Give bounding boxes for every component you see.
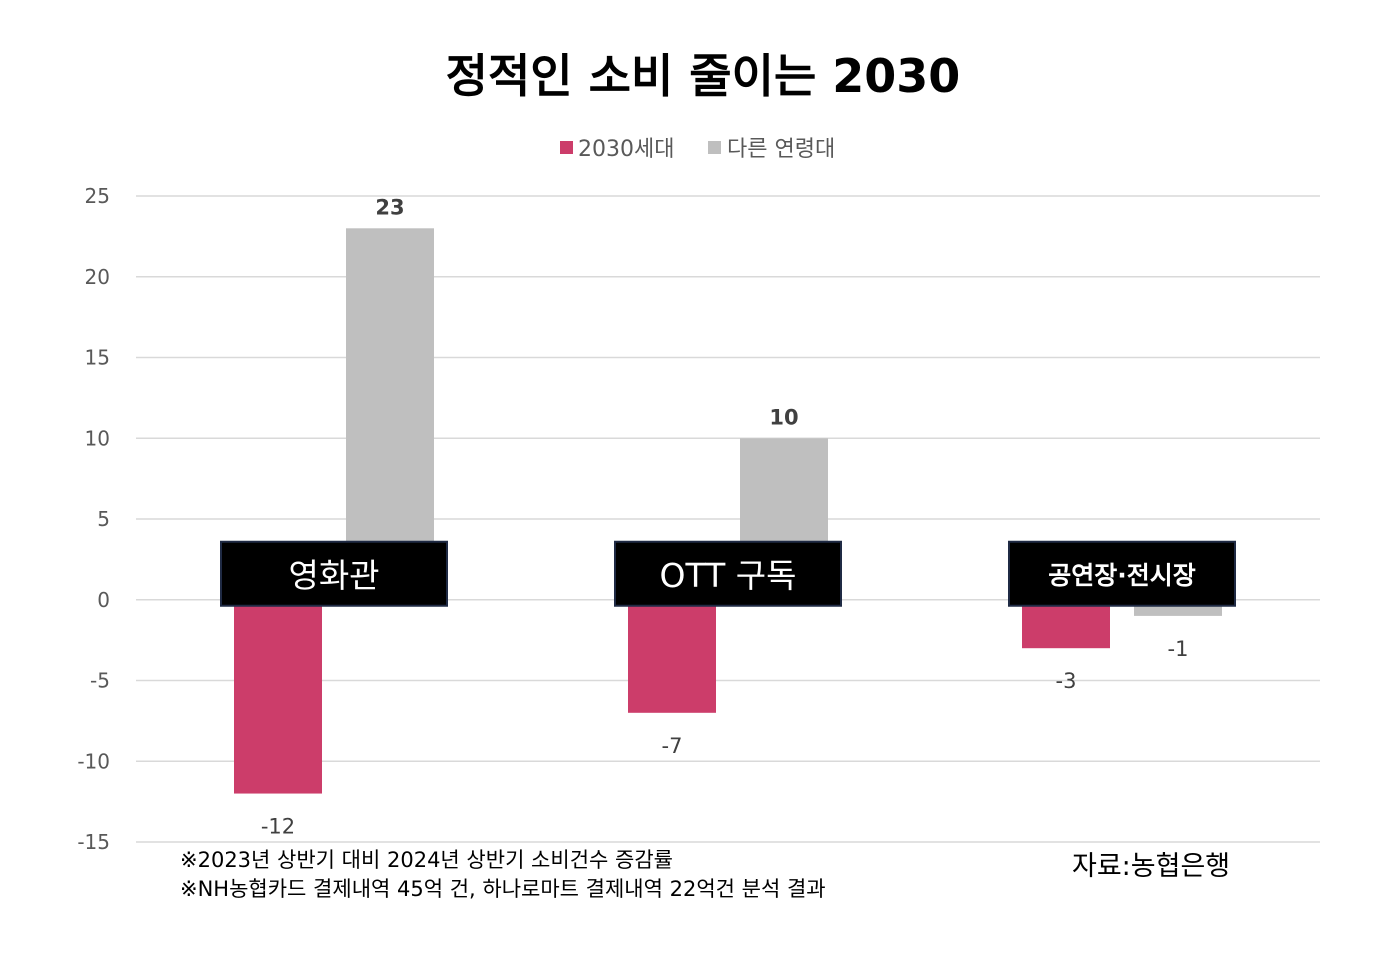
legend-swatch [708, 141, 721, 154]
value-labels: -12 -7 -3 23 10 -1 [261, 195, 1189, 838]
bar [234, 599, 322, 794]
y-tick-label: 0 [97, 588, 110, 612]
y-tick-label: 15 [85, 346, 110, 370]
bar [628, 599, 716, 713]
bar [346, 228, 434, 600]
source-credit: 자료:농협은행 [1072, 851, 1230, 882]
y-axis-ticks: 25 20 15 10 5 0 -5 -10 -15 [77, 184, 110, 854]
chart-title: 정적인 소비 줄이는 2030 [446, 49, 961, 103]
data-label: 23 [375, 195, 404, 219]
y-tick-label: -15 [77, 830, 110, 854]
category-label-box [1008, 540, 1236, 607]
legend: 2030세대 다른 연령대 [560, 137, 835, 162]
y-tick-label: 5 [97, 507, 110, 531]
data-label: -7 [662, 734, 683, 758]
category-label-box [220, 540, 448, 607]
y-tick-label: -5 [90, 669, 110, 693]
footnote-2: ※NH농협카드 결제내역 45억 건, 하나로마트 결제내역 22억건 분석 결… [180, 877, 826, 901]
data-label: 10 [769, 405, 798, 429]
bar [1022, 599, 1110, 649]
category-label: OTT 구독 [660, 556, 797, 595]
bars [234, 228, 1222, 794]
footnote-1: ※2023년 상반기 대비 2024년 상반기 소비건수 증감률 [180, 848, 673, 872]
y-tick-label: -10 [77, 749, 110, 773]
data-label: -12 [261, 815, 295, 839]
category-label: 공연장·전시장 [1048, 561, 1196, 590]
category-label: 영화관 [288, 556, 379, 595]
data-label: -1 [1168, 637, 1189, 661]
y-tick-label: 25 [85, 184, 110, 208]
data-label: -3 [1056, 669, 1077, 693]
category-label-box [614, 540, 842, 607]
legend-label: 다른 연령대 [727, 137, 835, 162]
y-tick-label: 10 [85, 426, 110, 450]
legend-swatch [560, 141, 573, 154]
legend-label: 2030세대 [578, 137, 674, 162]
y-tick-label: 20 [85, 265, 110, 289]
category-labels: 영화관 OTT 구독 공연장·전시장 [220, 540, 1236, 607]
